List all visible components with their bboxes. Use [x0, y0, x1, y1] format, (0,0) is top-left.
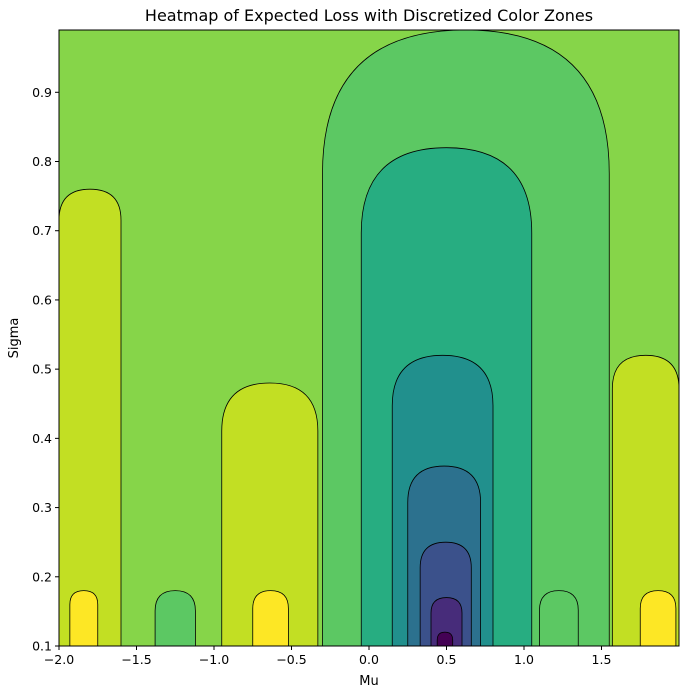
y-tick-label: 0.2: [32, 569, 52, 584]
x-tick-label: 0.0: [359, 652, 379, 667]
x-axis: −2.0 −1.5 −1.0 −0.5 0.0 0.5 1.0 1.5: [44, 646, 612, 667]
color-zone-low-left-pocket: [154, 590, 196, 646]
color-zone-center-min: [436, 631, 454, 646]
y-tick-label: 0.3: [32, 500, 52, 515]
color-zone-low-right-pocket: [539, 590, 579, 646]
y-tick-label: 0.5: [32, 362, 52, 377]
color-zone-left-peak: [69, 590, 99, 646]
x-tick-label: −0.5: [276, 652, 306, 667]
y-axis-label: Sigma: [7, 318, 22, 359]
x-tick-label: 1.0: [514, 652, 534, 667]
y-axis: 0.1 0.2 0.3 0.4 0.5 0.6 0.7 0.8 0.9: [32, 85, 59, 654]
plot-area: [59, 30, 679, 646]
y-tick-label: 0.7: [32, 223, 52, 238]
y-tick-label: 0.6: [32, 292, 52, 307]
chart-title: Heatmap of Expected Loss with Discretize…: [145, 6, 593, 25]
color-zone-mid-left-plateau: [221, 382, 319, 646]
x-tick-label: 0.5: [437, 652, 457, 667]
x-tick-label: 1.5: [592, 652, 612, 667]
color-zone-mid-left-peak: [252, 590, 289, 646]
color-zone-right-peak: [639, 590, 677, 646]
x-tick-label: −1.5: [121, 652, 151, 667]
x-axis-label: Mu: [359, 674, 378, 689]
y-tick-label: 0.9: [32, 85, 52, 100]
x-tick-label: −1.0: [199, 652, 229, 667]
y-tick-label: 0.4: [32, 431, 52, 446]
y-tick-label: 0.1: [32, 639, 52, 654]
y-tick-label: 0.8: [32, 154, 52, 169]
color-zone-left-plateau: [59, 188, 122, 646]
x-tick-label: −2.0: [44, 652, 74, 667]
